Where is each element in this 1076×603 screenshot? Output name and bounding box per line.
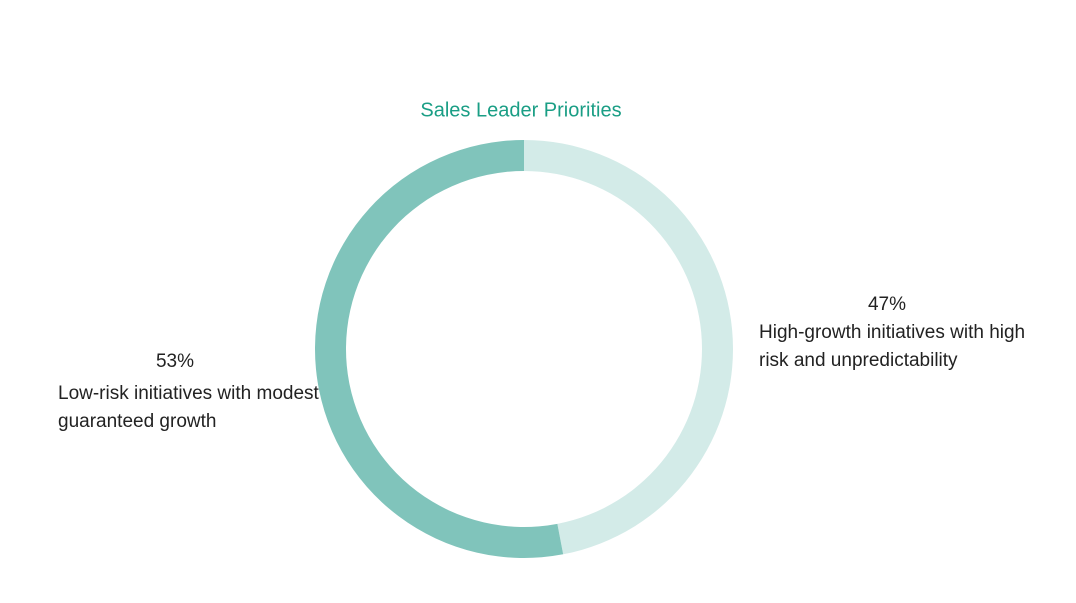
chart-title: Sales Leader Priorities	[420, 99, 621, 121]
donut-segment	[524, 140, 734, 555]
value-label: 47%	[867, 294, 907, 315]
donut-segment	[315, 140, 564, 558]
category-label: Low-risk initiatives with modest guarant…	[58, 383, 319, 432]
value-label: 53%	[155, 351, 195, 372]
category-label: High-growth initiatives with high risk a…	[759, 322, 1026, 371]
